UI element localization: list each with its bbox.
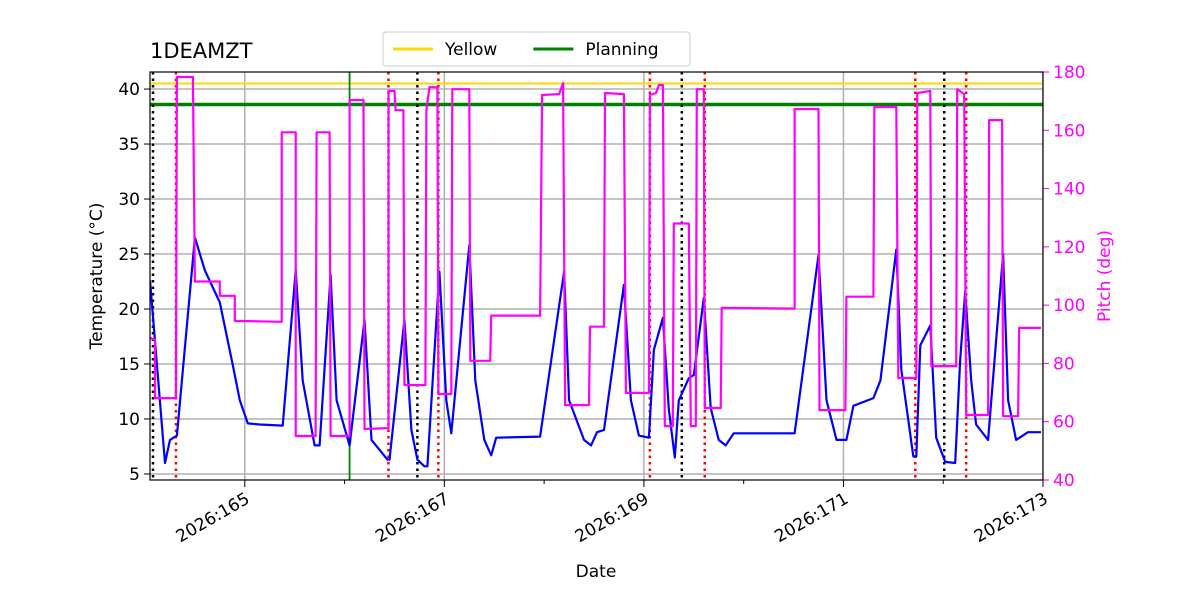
y2-tick-label: 140 xyxy=(1053,180,1085,200)
plot-frame xyxy=(149,71,1044,481)
x-tick-label: 2026:165 xyxy=(173,489,254,547)
y-tick-label: 5 xyxy=(129,465,140,485)
y2-tick-label: 180 xyxy=(1053,63,1085,83)
data-line xyxy=(150,236,1041,468)
y2-tick-label: 160 xyxy=(1053,121,1085,141)
data-line xyxy=(150,75,1041,438)
y-tick-label: 30 xyxy=(118,190,140,210)
y2-axis-label: Pitch (deg) xyxy=(1095,230,1115,322)
y2-tick-label: 60 xyxy=(1053,413,1075,433)
y-tick-label: 20 xyxy=(118,300,140,320)
legend-label: Yellow xyxy=(444,40,497,60)
y-tick-label: 35 xyxy=(118,135,140,155)
x-axis-label: Date xyxy=(576,562,617,582)
y-tick-label: 40 xyxy=(118,80,140,100)
x-tick-label: 2026:171 xyxy=(771,489,852,547)
y2-tick-label: 100 xyxy=(1053,296,1085,316)
y-axis-label: Temperature (°C) xyxy=(87,203,107,351)
y-tick-label: 10 xyxy=(118,410,140,430)
legend: Yellow Planning xyxy=(382,31,691,67)
y2-tick-label: 80 xyxy=(1053,354,1075,374)
y-tick-label: 15 xyxy=(118,355,140,375)
x-tick-label: 2026:173 xyxy=(971,489,1052,547)
legend-label: Planning xyxy=(585,40,658,60)
chart-title: 1DEAMZT xyxy=(150,39,253,63)
x-tick-label: 2026:167 xyxy=(372,489,453,547)
x-tick-label: 2026:169 xyxy=(572,489,653,547)
plot-area xyxy=(150,72,1043,480)
y-tick-label: 25 xyxy=(118,245,140,265)
y2-tick-label: 120 xyxy=(1053,238,1085,258)
y2-tick-label: 40 xyxy=(1053,471,1075,491)
